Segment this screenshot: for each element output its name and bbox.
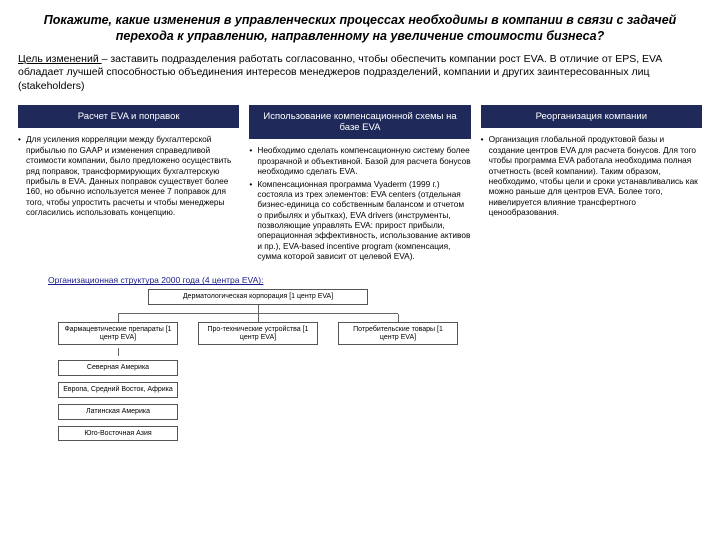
col-body: Необходимо сделать компенсационную систе…: [249, 143, 470, 265]
node-root: Дерматологическая корпорация [1 центр EV…: [148, 289, 368, 305]
branch-pharma: Фармацевтические препараты [1 центр EVA]…: [53, 314, 183, 444]
objective-text: – заставить подразделения работать согла…: [18, 53, 662, 92]
node-mid: Потребительские товары [1 центр EVA]: [338, 322, 458, 345]
col-reorg: Реорганизация компании Организация глоба…: [481, 105, 702, 265]
diagram-title: Организационная структура 2000 года (4 ц…: [48, 275, 702, 285]
node-mid: Про-технические устройства [1 центр EVA]: [198, 322, 318, 345]
objective-paragraph: Цель изменений – заставить подразделения…: [18, 53, 702, 94]
org-diagram: Организационная структура 2000 года (4 ц…: [18, 275, 702, 444]
node-leaf: Северная Америка: [58, 360, 178, 376]
bullet: Компенсационная программа Vyaderm (1999 …: [249, 179, 470, 262]
col-body: Организация глобальной продуктовой базы …: [481, 132, 702, 221]
col-header: Использование компенсационной схемы на б…: [249, 105, 470, 139]
col-body: Для усиления корреляции между бухгалтерс…: [18, 132, 239, 221]
three-columns: Расчет EVA и поправок Для усиления корре…: [18, 105, 702, 265]
branch-tech: Про-технические устройства [1 центр EVA]: [193, 314, 323, 348]
node-leaf: Европа, Средний Восток, Африка: [58, 382, 178, 398]
objective-label: Цель изменений: [18, 53, 102, 65]
slide-title: Покажите, какие изменения в управленческ…: [18, 12, 702, 45]
node-leaf: Юго-Восточная Азия: [58, 426, 178, 442]
branch-consumer: Потребительские товары [1 центр EVA]: [333, 314, 463, 348]
node-mid: Фармацевтические препараты [1 центр EVA]: [58, 322, 178, 345]
node-leaf: Латинская Америка: [58, 404, 178, 420]
leaf-stack: Северная Америка Европа, Средний Восток,…: [58, 360, 178, 444]
col-eva-calc: Расчет EVA и поправок Для усиления корре…: [18, 105, 239, 265]
col-header: Расчет EVA и поправок: [18, 105, 239, 128]
bullet: Для усиления корреляции между бухгалтерс…: [18, 134, 239, 217]
bullet: Необходимо сделать компенсационную систе…: [249, 145, 470, 176]
col-compensation: Использование компенсационной схемы на б…: [249, 105, 470, 265]
col-header: Реорганизация компании: [481, 105, 702, 128]
bullet: Организация глобальной продуктовой базы …: [481, 134, 702, 217]
